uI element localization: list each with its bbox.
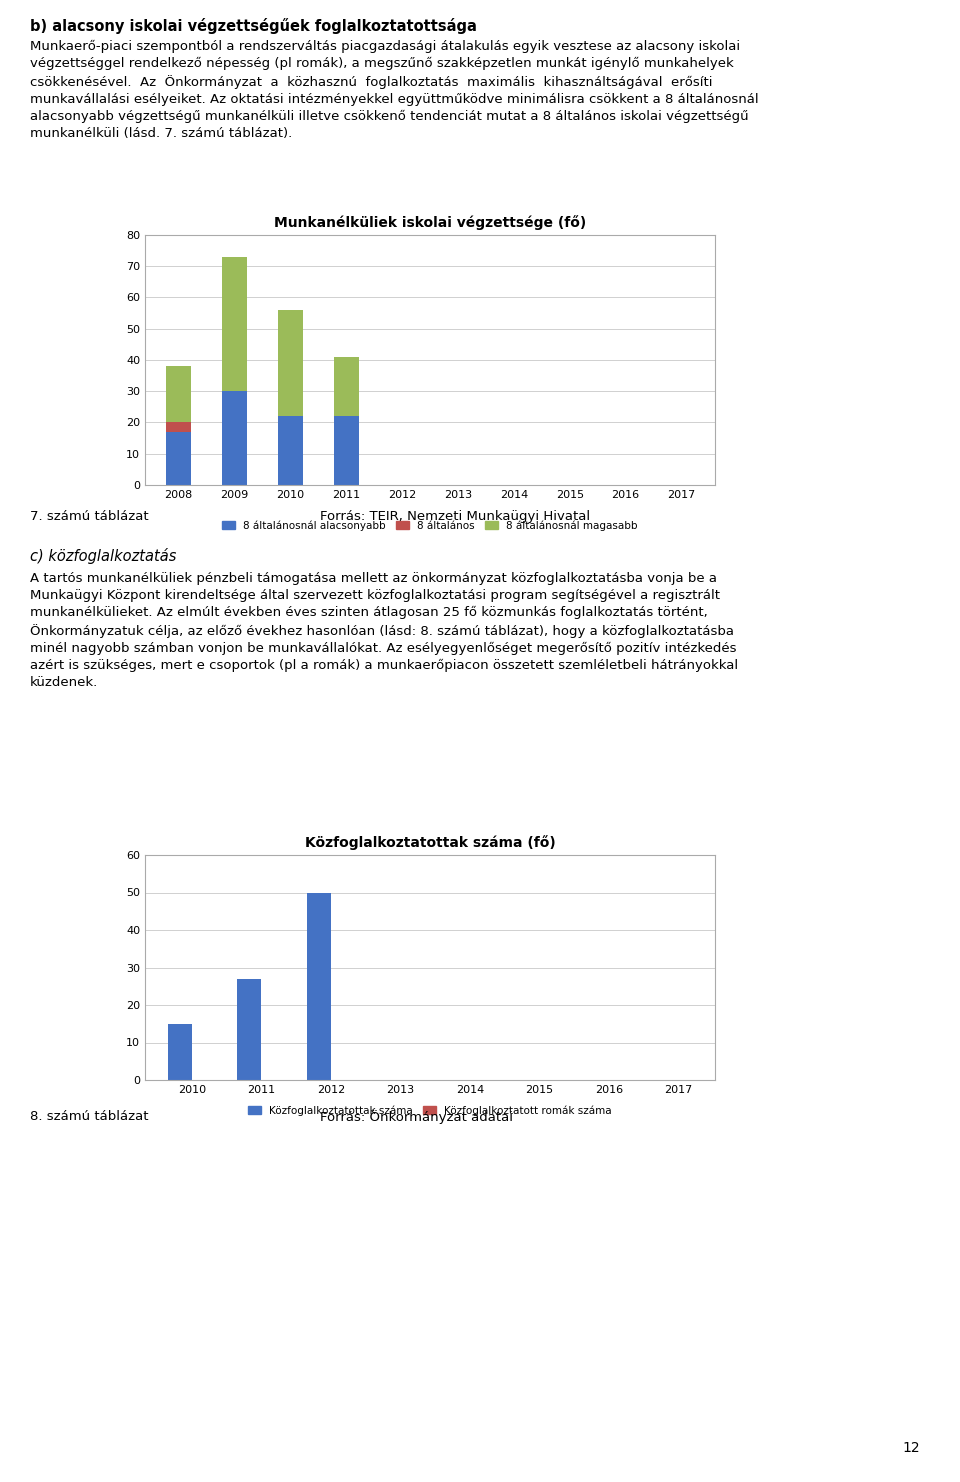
- Text: A tartós munkanélküliek pénzbeli támogatása mellett az önkormányzat közfoglalkoz: A tartós munkanélküliek pénzbeli támogat…: [30, 572, 738, 689]
- Text: 8. számú táblázat: 8. számú táblázat: [30, 1110, 149, 1123]
- Text: c) közfoglalkoztatás: c) közfoglalkoztatás: [30, 548, 177, 565]
- Legend: Közfoglalkoztatottak száma, Közfoglalkoztatott romák száma: Közfoglalkoztatottak száma, Közfoglalkoz…: [244, 1101, 616, 1120]
- Bar: [166, 366, 191, 422]
- Bar: [222, 391, 247, 485]
- Title: Közfoglalkoztatottak száma (fő): Közfoglalkoztatottak száma (fő): [304, 834, 556, 849]
- Bar: [277, 416, 302, 485]
- Bar: [306, 892, 331, 1080]
- Bar: [237, 978, 261, 1080]
- Title: Munkanélküliek iskolai végzettsége (fő): Munkanélküliek iskolai végzettsége (fő): [274, 215, 587, 230]
- Text: Munkaerő-piaci szempontból a rendszerváltás piacgazdasági átalakulás egyik veszt: Munkaerő-piaci szempontból a rendszervál…: [30, 40, 758, 139]
- Legend: 8 általánosnál alacsonyabb, 8 általános, 8 általánosnál magasabb: 8 általánosnál alacsonyabb, 8 általános,…: [218, 516, 641, 535]
- Bar: [166, 422, 191, 431]
- Text: Forrás: Önkormányzat adatai: Forrás: Önkormányzat adatai: [320, 1110, 513, 1123]
- Bar: [166, 431, 191, 485]
- Text: 12: 12: [902, 1441, 920, 1455]
- Bar: [222, 256, 247, 391]
- Bar: [168, 1024, 192, 1080]
- Bar: [277, 310, 302, 416]
- Bar: [334, 416, 359, 485]
- Bar: [334, 357, 359, 416]
- Text: Forrás: TEIR, Nemzeti Munkaügyi Hivatal: Forrás: TEIR, Nemzeti Munkaügyi Hivatal: [320, 510, 590, 523]
- Text: b) alacsony iskolai végzettségűek foglalkoztatottsága: b) alacsony iskolai végzettségűek foglal…: [30, 18, 477, 34]
- Text: 7. számú táblázat: 7. számú táblázat: [30, 510, 149, 523]
